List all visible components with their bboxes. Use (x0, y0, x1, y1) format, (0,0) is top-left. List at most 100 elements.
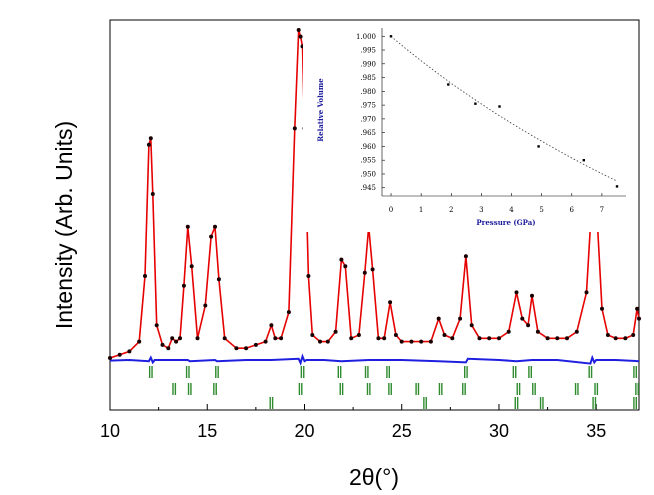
observed-point (555, 336, 560, 341)
main-x-tick-label: 15 (197, 421, 217, 441)
observed-point (318, 339, 322, 344)
inset-points (389, 35, 619, 188)
observed-point (234, 346, 239, 351)
inset-data-point (474, 102, 477, 105)
inset-data-point (582, 159, 585, 162)
observed-point (388, 300, 393, 305)
observed-point (376, 336, 381, 341)
inset-x-axis-label: Pressure (GPa) (476, 218, 535, 227)
observed-point (195, 336, 200, 341)
inset-y-tick-label: .970 (360, 115, 376, 123)
observed-point (362, 270, 367, 275)
observed-point (535, 329, 540, 334)
observed-point (209, 234, 214, 239)
observed-point (286, 310, 291, 315)
inset-y-tick-label: .985 (360, 74, 376, 82)
inset-y-tick-label: 1.000 (356, 33, 376, 41)
observed-point (514, 290, 519, 295)
reflection-markers (148, 366, 639, 409)
main-x-tick-label: 25 (392, 421, 412, 441)
observed-point (469, 323, 474, 328)
observed-point (263, 339, 268, 344)
observed-point (605, 333, 610, 337)
observed-point (143, 274, 147, 278)
observed-point (409, 339, 414, 344)
observed-point (244, 346, 249, 351)
observed-point (298, 34, 303, 39)
observed-point (292, 126, 297, 131)
difference-curve (109, 353, 640, 366)
observed-point (174, 339, 179, 344)
inset-y-axis-label: Relative Volume (316, 78, 325, 142)
observed-point (526, 323, 531, 328)
inset-x-axis: 0 1 2 3 4 5 6 7 (389, 193, 604, 214)
observed-point (189, 264, 194, 269)
inset-y-tick-label: .975 (360, 102, 376, 110)
observed-point (296, 28, 301, 32)
observed-point (148, 136, 153, 141)
observed-point (497, 336, 501, 341)
observed-point (584, 290, 589, 295)
observed-point (127, 349, 132, 354)
observed-point (160, 342, 165, 347)
observed-point (310, 333, 315, 337)
inset-y-tick-label: .980 (360, 88, 376, 96)
inset-y-tick-label: .995 (360, 47, 376, 55)
observed-point (428, 339, 433, 344)
observed-point (185, 224, 190, 229)
inset-y-tick-label: .945 (360, 184, 376, 192)
main-plot-frame (109, 19, 640, 411)
main-x-axis-label: 2θ(°) (349, 464, 399, 490)
observed-point (349, 336, 354, 341)
observed-point (170, 336, 175, 341)
observed-point (506, 329, 511, 334)
inset-x-tick-label: 7 (600, 206, 604, 214)
observed-point (279, 336, 284, 341)
inset-y-tick-label: .955 (360, 157, 376, 165)
observed-point (520, 316, 525, 321)
main-x-tick-label: 30 (489, 421, 509, 441)
inset-x-tick-label: 1 (419, 206, 423, 214)
observed-point (600, 306, 604, 311)
observed-point (216, 277, 221, 282)
main-x-tick-label: 20 (294, 421, 314, 441)
observed-point (574, 329, 579, 334)
observed-point (178, 336, 182, 341)
observed-point (150, 192, 155, 196)
observed-point (343, 264, 348, 269)
observed-point (137, 339, 142, 344)
observed-point (333, 329, 338, 334)
observed-point (637, 316, 641, 321)
observed-point (477, 336, 482, 341)
observed-point (487, 336, 492, 341)
observed-point (273, 336, 278, 341)
main-x-tick-label: 35 (586, 421, 606, 441)
inset-x-tick-label: 0 (389, 206, 393, 214)
observed-point (325, 339, 330, 344)
observed-point (306, 274, 311, 278)
observed-point (393, 333, 398, 337)
observed-point (635, 306, 640, 311)
observed-point (181, 283, 186, 288)
inset-y-tick-label: .965 (360, 129, 376, 137)
observed-point (253, 342, 258, 347)
inset-data-point (537, 145, 540, 148)
observed-point (382, 336, 387, 341)
observed-point (154, 323, 159, 328)
inset-x-tick-label: 4 (509, 206, 514, 214)
inset-y-tick-label: .990 (360, 60, 376, 68)
observed-point (530, 293, 534, 298)
observed-point (442, 333, 447, 337)
inset-data-point (615, 185, 619, 188)
observed-point (339, 257, 344, 262)
observed-point (222, 336, 227, 341)
observed-point (213, 224, 217, 229)
inset-x-tick-label: 3 (479, 206, 483, 214)
inset-y-axis: 1.000 .995 .990 .985 .980 .975 .970 .965 .960 .95… (356, 33, 385, 192)
main-x-tick-label: 10 (100, 421, 120, 441)
observed-point (458, 316, 463, 321)
observed-point (436, 316, 441, 321)
inset-plot: 1.000 .995 .990 .985 .980 .975 .970 .965 .960 .95… (303, 22, 633, 232)
main-x-axis: 10 15 20 25 30 35 (100, 404, 606, 441)
